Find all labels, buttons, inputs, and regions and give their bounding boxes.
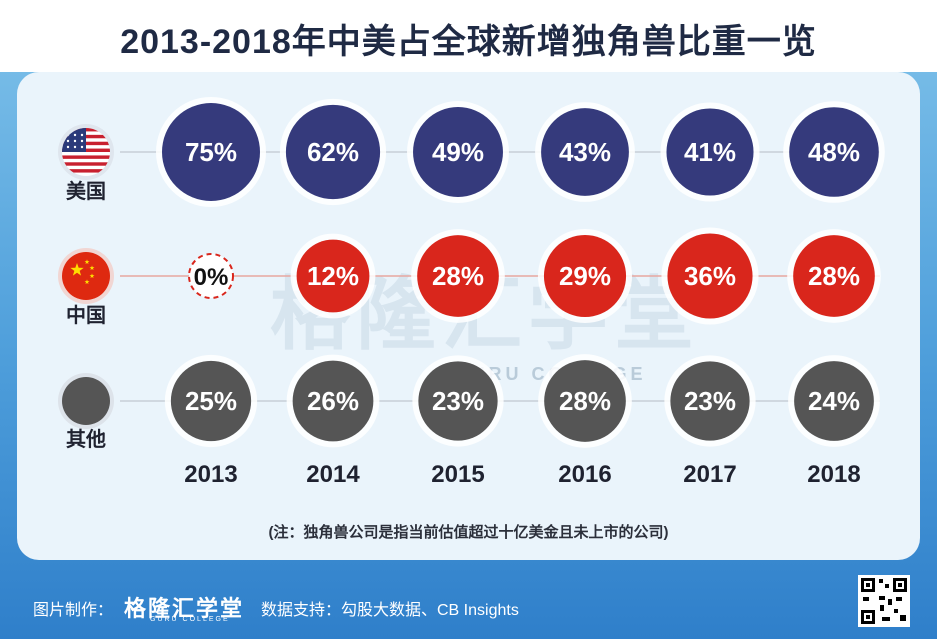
- bubble-label: 28%: [808, 261, 860, 291]
- bubble-label: 25%: [185, 386, 237, 416]
- china-flag-star: [89, 273, 95, 279]
- bubble-label: 23%: [432, 386, 484, 416]
- bubble: [541, 108, 629, 196]
- bubble: [667, 233, 753, 319]
- row-label: 其他: [66, 427, 106, 451]
- china-flag-star: [89, 265, 95, 271]
- china-flag-star: [70, 263, 84, 276]
- china-flag-star: [84, 279, 90, 285]
- bubble-label: 29%: [559, 261, 611, 291]
- row-label: 中国: [66, 303, 106, 327]
- row-label: 美国: [66, 179, 106, 203]
- china-flag-icon: [62, 252, 110, 300]
- bubble: [789, 107, 879, 197]
- bubble-label: 23%: [684, 386, 736, 416]
- year-label: 2015: [431, 461, 484, 488]
- maker-label: 图片制作：: [33, 602, 114, 619]
- bubble-label: 43%: [559, 137, 611, 167]
- bubble-label: 36%: [684, 261, 736, 291]
- bubble: [170, 360, 252, 442]
- bubble-label: 12%: [307, 261, 359, 291]
- bubble: [285, 104, 381, 200]
- data-source: 数据支持：勾股大数据、CB Insights: [261, 602, 519, 619]
- bubble: [794, 361, 874, 441]
- bubble: [544, 360, 626, 442]
- bubble-2013-zero: [188, 253, 234, 299]
- year-label: 2013: [184, 461, 237, 488]
- bubble-label: 26%: [307, 386, 359, 416]
- page-title: 2013-2018年中美占全球新增独角兽比重一览: [120, 23, 817, 61]
- qr-code-icon[interactable]: [858, 575, 910, 627]
- bubble-label: 28%: [559, 386, 611, 416]
- bubble-label: 62%: [307, 137, 359, 167]
- bubble: [413, 107, 503, 197]
- year-label: 2016: [558, 461, 611, 488]
- bubble: [162, 103, 260, 201]
- bubble-label: 41%: [684, 137, 736, 167]
- bubble: [418, 361, 498, 441]
- bubble: [296, 239, 370, 313]
- brand-logo-text: 格隆汇学堂: [124, 596, 245, 621]
- bubble-label: 75%: [185, 137, 237, 167]
- brand-sub-text: GURU COLLEGE: [150, 616, 230, 623]
- title-bar: [0, 0, 937, 72]
- bubble: [543, 234, 627, 318]
- bubble: [292, 360, 374, 442]
- bubble: [670, 361, 750, 441]
- bubble-label: 48%: [808, 137, 860, 167]
- year-label: 2018: [807, 461, 860, 488]
- other-circle-icon: [62, 377, 110, 425]
- bubble: [793, 235, 875, 317]
- bubble-label: 24%: [808, 386, 860, 416]
- bubble-label: 49%: [432, 137, 484, 167]
- year-label: 2014: [306, 461, 360, 488]
- bubble-label: 0%: [194, 264, 229, 291]
- footer: 图片制作： 格隆汇学堂 GURU COLLEGE 数据支持：勾股大数据、CB I…: [0, 588, 937, 623]
- bubble: [417, 235, 499, 317]
- year-label: 2017: [683, 461, 736, 488]
- bubble-label: 28%: [432, 261, 484, 291]
- footnote: (注：独角兽公司是指当前估值超过十亿美金且未上市的公司): [268, 524, 669, 541]
- china-flag-star: [84, 259, 90, 265]
- bubble: [666, 108, 754, 196]
